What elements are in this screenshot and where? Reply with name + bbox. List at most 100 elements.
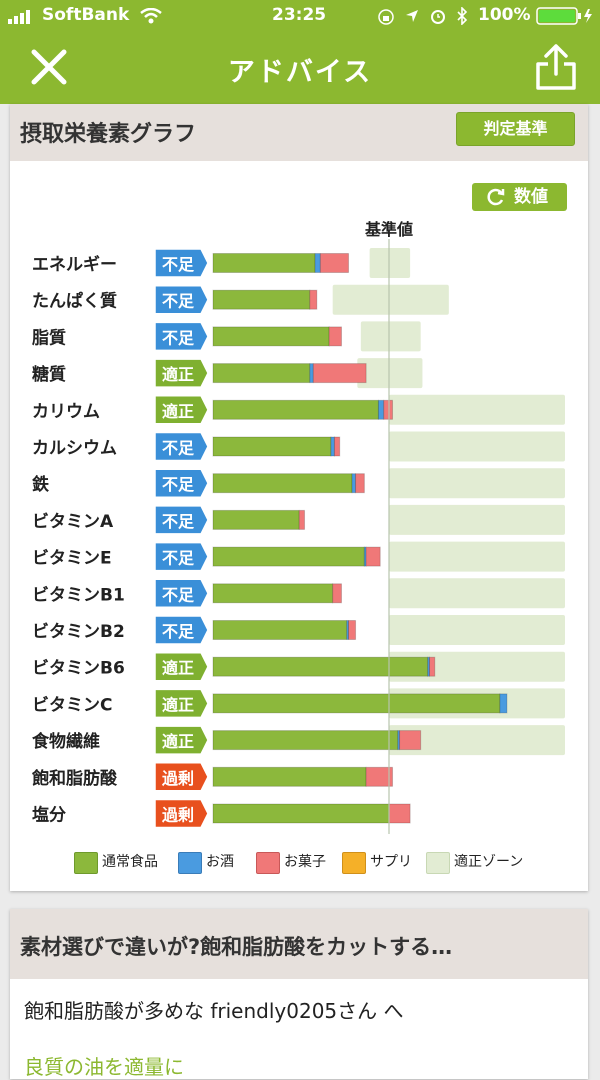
nutrient-label: 飽和脂肪酸 (31, 768, 118, 789)
bluetooth-icon (457, 7, 468, 25)
bar-segment-2 (388, 803, 411, 824)
status-badge (154, 395, 209, 425)
bar-segment-2 (309, 289, 318, 310)
nutrient-label: たんぱく質 (32, 291, 117, 312)
nutrient-label: 糖質 (32, 364, 66, 385)
show-values-label: 数値 (514, 187, 548, 207)
status-badge (154, 651, 209, 682)
status-badge (154, 431, 209, 462)
battery-percent: 100% (478, 5, 531, 25)
status-badge (154, 505, 209, 535)
adequate-zone-1 (332, 284, 449, 315)
adequate-zone-3 (357, 358, 423, 389)
adequate-zone-8 (389, 541, 565, 572)
bar-segment-2 (333, 436, 341, 457)
nutrient-label: ビタミンC (32, 695, 112, 715)
legend-label-snack: お菓子 (284, 854, 326, 870)
status-badge (154, 615, 209, 645)
status-badge-label: 不足 (162, 549, 195, 568)
bar-segment-0 (212, 803, 390, 824)
bar-segment-0 (212, 693, 501, 714)
status-badge-label: 不足 (162, 292, 195, 311)
legend-swatch-normal-food (74, 852, 98, 874)
legend-label-adequate-zone: 適正ゾーン (454, 854, 524, 870)
navigation-bar: アドバイス (0, 32, 600, 104)
status-badge (154, 578, 209, 609)
adequate-zone-4 (389, 394, 565, 425)
bar-segment-2 (399, 730, 422, 751)
nutrient-label: エネルギー (32, 255, 117, 275)
bar-segment-2 (355, 473, 365, 494)
bar-segment-0 (212, 473, 353, 494)
nutrient-label: 鉄 (32, 474, 49, 495)
status-badge (154, 541, 209, 572)
lock-rotation-icon (378, 9, 394, 25)
legend-swatch-alcohol (178, 852, 202, 874)
bar-segment-2 (319, 253, 350, 273)
bar-segment-1 (499, 693, 508, 714)
status-badge (154, 725, 209, 755)
status-bar: SoftBank 23:25 100% (0, 0, 600, 32)
alarm-icon (431, 10, 445, 24)
status-badge-label: 不足 (162, 475, 195, 494)
reference-label: 基準値 (364, 220, 413, 239)
bar-segment-1 (351, 473, 357, 494)
bar-segment-2 (383, 399, 394, 420)
adequate-zone-9 (389, 578, 565, 609)
nutrient-label: 食物繊維 (32, 731, 100, 752)
adequate-zone-13 (389, 725, 565, 756)
status-badge (154, 762, 209, 792)
criteria-button[interactable]: 判定基準 (456, 112, 575, 146)
advice-article-card[interactable]: 素材選びで違いが?飽和脂肪酸をカットする… 飽和脂肪酸が多めな friendly… (10, 909, 588, 1079)
status-badge (154, 248, 209, 278)
adequate-zone-0 (369, 248, 411, 278)
bar-segment-0 (212, 399, 379, 420)
close-icon[interactable] (28, 46, 70, 88)
nutrient-label: カリウム (32, 402, 100, 422)
status-badge-label: 適正 (162, 732, 194, 751)
status-badge-label: 不足 (162, 255, 195, 274)
bar-segment-0 (212, 509, 300, 530)
adequate-zone-2 (360, 321, 421, 352)
status-badge-label: 不足 (162, 585, 195, 604)
status-badge (154, 358, 209, 388)
share-icon[interactable] (534, 42, 578, 92)
show-values-button[interactable]: 数値 (472, 183, 567, 211)
bar-segment-1 (330, 436, 335, 457)
nutrient-label: ビタミンB1 (32, 585, 125, 605)
clock: 23:25 (272, 5, 327, 25)
bar-segment-1 (314, 253, 321, 273)
bar-segment-0 (212, 546, 365, 567)
bar-segment-0 (212, 436, 332, 457)
refresh-icon (487, 188, 505, 206)
status-badge-label: 過剰 (161, 806, 194, 825)
legend-label-supplement: サプリ (370, 854, 412, 870)
nutrient-label: ビタミンB2 (32, 622, 125, 642)
card-header: 摂取栄養素グラフ 判定基準 (10, 104, 588, 161)
bar-segment-0 (212, 363, 311, 384)
nutrient-label: カルシウム (32, 439, 117, 459)
bar-segment-0 (212, 656, 429, 677)
status-badge (154, 798, 209, 829)
bar-segment-0 (212, 730, 399, 751)
nutrient-graph-card: 摂取栄養素グラフ 判定基準 数値 エネルギー 不足 たんぱく質 不足 脂質 不足 糖質 適正カ… (10, 104, 588, 891)
article-title[interactable]: 素材選びで違いが?飽和脂肪酸をカットする… (20, 935, 453, 959)
status-badge-label: 適正 (162, 659, 194, 678)
adequate-zone-10 (389, 615, 565, 645)
bar-segment-2 (328, 326, 342, 347)
status-badge-label: 適正 (162, 695, 194, 714)
bar-segment-1 (309, 363, 314, 384)
legend-swatch-supplement (342, 852, 366, 874)
bar-segment-0 (212, 766, 367, 787)
battery-icon (536, 7, 592, 25)
bar-segment-2 (312, 363, 367, 384)
status-badge (154, 688, 209, 719)
nutrient-label: 塩分 (32, 805, 66, 826)
signal-icon (8, 10, 30, 24)
wifi-icon (140, 8, 162, 24)
adequate-zone-6 (389, 468, 565, 499)
bar-segment-1 (377, 399, 385, 420)
bar-segment-0 (212, 326, 330, 347)
article-link[interactable]: 良質の油を適量に (24, 1055, 184, 1079)
